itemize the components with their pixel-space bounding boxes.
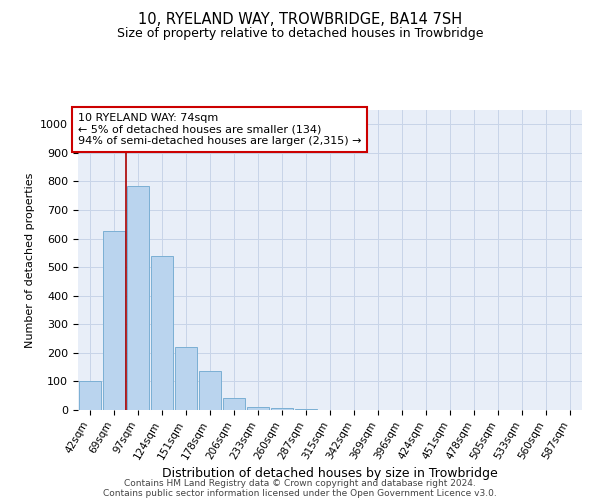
Text: Distribution of detached houses by size in Trowbridge: Distribution of detached houses by size … bbox=[162, 467, 498, 480]
Bar bbox=[223, 398, 245, 410]
Text: Contains HM Land Registry data © Crown copyright and database right 2024.: Contains HM Land Registry data © Crown c… bbox=[124, 478, 476, 488]
Bar bbox=[79, 382, 101, 410]
Bar bbox=[247, 406, 269, 410]
Bar bbox=[103, 232, 125, 410]
Bar bbox=[295, 409, 317, 410]
Bar bbox=[199, 372, 221, 410]
Bar bbox=[175, 347, 197, 410]
Y-axis label: Number of detached properties: Number of detached properties bbox=[25, 172, 35, 348]
Text: 10, RYELAND WAY, TROWBRIDGE, BA14 7SH: 10, RYELAND WAY, TROWBRIDGE, BA14 7SH bbox=[138, 12, 462, 28]
Text: Contains public sector information licensed under the Open Government Licence v3: Contains public sector information licen… bbox=[103, 488, 497, 498]
Text: 10 RYELAND WAY: 74sqm
← 5% of detached houses are smaller (134)
94% of semi-deta: 10 RYELAND WAY: 74sqm ← 5% of detached h… bbox=[78, 113, 361, 146]
Bar bbox=[151, 256, 173, 410]
Bar bbox=[271, 408, 293, 410]
Bar bbox=[127, 186, 149, 410]
Text: Size of property relative to detached houses in Trowbridge: Size of property relative to detached ho… bbox=[117, 28, 483, 40]
